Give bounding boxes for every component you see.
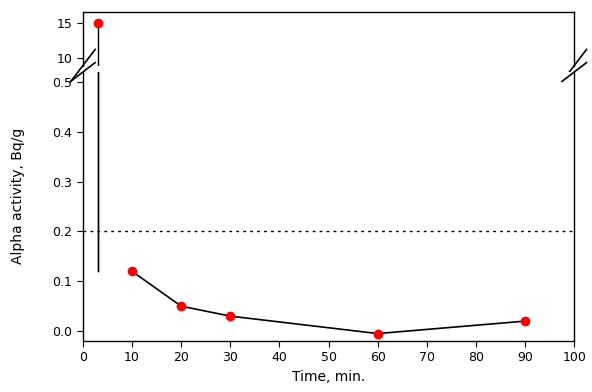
X-axis label: Time, min.: Time, min. [292,370,365,384]
Text: Alpha activity, Bq/g: Alpha activity, Bq/g [11,128,25,264]
